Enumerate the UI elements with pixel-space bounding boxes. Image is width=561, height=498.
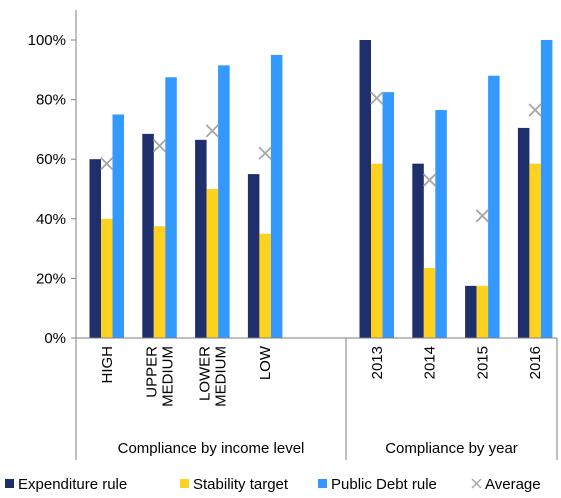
average-stroke (152, 139, 167, 153)
bar-expenditure-rule-1 (142, 133, 154, 338)
average-marker-1 (152, 139, 167, 153)
x-tick-label: UPPERMEDIUM (144, 346, 177, 407)
bar-public-debt-rule-6 (488, 75, 500, 338)
average-marker-4 (370, 91, 384, 105)
bar-expenditure-rule-4 (359, 40, 371, 338)
legend-label: Stability target (193, 476, 289, 493)
bar-public-debt-rule-7 (540, 40, 553, 338)
bar-expenditure-rule-6 (465, 285, 477, 338)
bar-public-debt-rule-4 (382, 92, 394, 339)
average-marker-2 (205, 124, 219, 138)
average-marker-6 (475, 209, 489, 223)
group-label: Compliance by year (385, 440, 518, 457)
group-label: Compliance by income level (118, 440, 305, 457)
x-tick-label: 2014 (422, 346, 439, 379)
bar-expenditure-rule-5 (412, 163, 424, 338)
average-stroke (528, 103, 542, 117)
x-tick-label: 2015 (474, 346, 491, 379)
y-tick-label: 0% (44, 330, 66, 347)
bar-stability-target-2 (206, 189, 219, 338)
legend-label: Public Debt rule (331, 476, 437, 493)
x-tick-label: LOWERMEDIUM (196, 346, 229, 407)
legend-swatch (318, 479, 327, 488)
bar-stability-target-1 (153, 226, 166, 338)
average-marker-7 (528, 103, 542, 117)
bar-stability-target-7 (529, 163, 541, 338)
bar-public-debt-rule-0 (112, 114, 124, 338)
bar-expenditure-rule-3 (247, 174, 260, 338)
legend-swatch (5, 479, 14, 488)
y-tick-label: 20% (36, 270, 66, 287)
bar-stability-target-0 (101, 218, 113, 338)
x-tick-label: LOW (257, 345, 274, 380)
average-marker-0 (100, 157, 114, 171)
bar-stability-target-3 (259, 233, 271, 338)
bar-stability-target-5 (423, 267, 436, 338)
average-stroke (475, 209, 489, 223)
legend-label: Average (485, 476, 541, 493)
bar-expenditure-rule-2 (195, 139, 207, 338)
x-tick-label: HIGH (99, 346, 116, 384)
bar-expenditure-rule-0 (89, 159, 101, 338)
y-tick-label: 60% (36, 151, 66, 168)
x-tick-label: 2013 (369, 346, 386, 379)
average-marker-5 (422, 173, 437, 187)
average-marker-3 (258, 146, 272, 160)
average-stroke (205, 124, 219, 138)
bar-stability-target-4 (371, 163, 383, 338)
y-tick-label: 80% (36, 92, 66, 109)
legend-swatch (471, 478, 482, 489)
bar-public-debt-rule-5 (435, 110, 447, 338)
bar-public-debt-rule-2 (218, 65, 230, 338)
bar-expenditure-rule-7 (517, 127, 530, 338)
average-stroke (100, 157, 114, 171)
y-tick-label: 100% (28, 32, 66, 49)
bar-public-debt-rule-3 (270, 54, 283, 339)
x-tick-label: 2016 (527, 346, 544, 379)
legend-label: Expenditure rule (18, 476, 127, 493)
y-tick-label: 40% (36, 211, 66, 228)
legend-swatch (180, 479, 189, 488)
average-stroke (370, 91, 384, 105)
bar-public-debt-rule-1 (165, 77, 177, 338)
bar-stability-target-6 (476, 285, 489, 338)
average-stroke (422, 173, 437, 187)
average-stroke (258, 146, 272, 160)
